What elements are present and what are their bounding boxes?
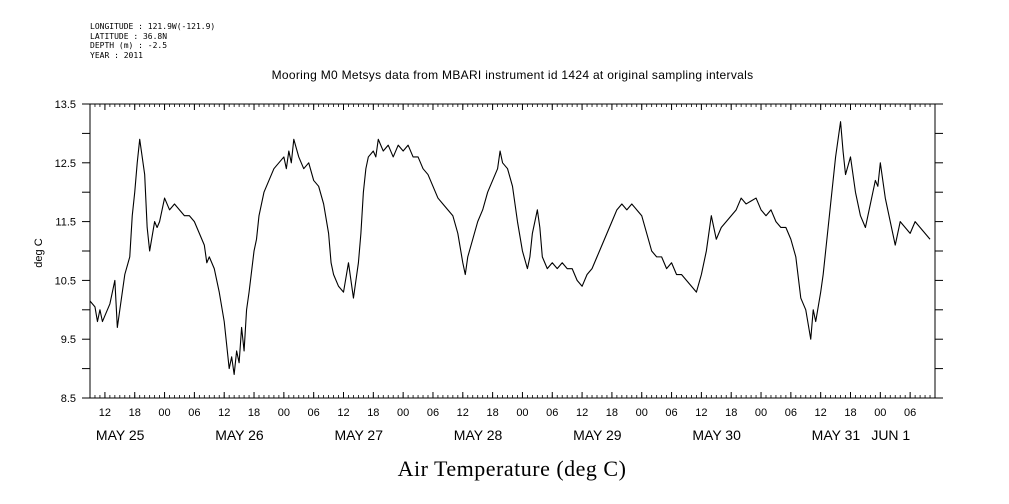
x-tick-label: 18 bbox=[248, 407, 260, 419]
x-tick-label: 00 bbox=[516, 407, 528, 419]
x-tick-label: 18 bbox=[486, 407, 498, 419]
x-tick-label: 12 bbox=[576, 407, 588, 419]
x-tick-label: 12 bbox=[337, 407, 349, 419]
year-text: YEAR : 2011 bbox=[90, 50, 143, 60]
y-tick-label: 9.5 bbox=[61, 334, 76, 346]
x-tick-label: 00 bbox=[278, 407, 290, 419]
y-tick-label: 11.5 bbox=[55, 217, 76, 229]
x-tick-label: 18 bbox=[129, 407, 141, 419]
x-day-label: MAY 27 bbox=[335, 427, 384, 443]
x-day-label: MAY 29 bbox=[573, 427, 622, 443]
x-tick-label: 18 bbox=[606, 407, 618, 419]
x-tick-label: 06 bbox=[665, 407, 677, 419]
x-tick-label: 12 bbox=[457, 407, 469, 419]
x-day-label: MAY 30 bbox=[692, 427, 741, 443]
series-line bbox=[89, 121, 931, 376]
x-day-label: MAY 26 bbox=[215, 427, 264, 443]
x-axis-label: Air Temperature (deg C) bbox=[398, 456, 627, 481]
metadata-header: LONGITUDE : 121.9W(-121.9) LATITUDE : 36… bbox=[90, 22, 215, 60]
y-axis-label: deg C bbox=[33, 238, 45, 267]
chart-title: Mooring M0 Metsys data from MBARI instru… bbox=[271, 68, 754, 82]
x-tick-label: 00 bbox=[158, 407, 170, 419]
x-tick-label: 00 bbox=[874, 407, 886, 419]
x-day-label: MAY 25 bbox=[96, 427, 145, 443]
y-tick-label: 8.5 bbox=[61, 393, 76, 405]
longitude-text: LONGITUDE : 121.9W(-121.9) bbox=[90, 22, 216, 31]
x-tick-label: 06 bbox=[188, 407, 200, 419]
x-tick-label: 18 bbox=[367, 407, 379, 419]
x-tick-label: 12 bbox=[218, 407, 230, 419]
x-tick-label: 00 bbox=[397, 407, 409, 419]
x-tick-label: 06 bbox=[904, 407, 916, 419]
x-tick-label: 06 bbox=[427, 407, 439, 419]
x-tick-label: 18 bbox=[725, 407, 737, 419]
x-day-label: MAY 31 bbox=[812, 427, 861, 443]
latitude-text: LATITUDE : 36.8N bbox=[90, 31, 168, 41]
x-day-label: JUN 1 bbox=[871, 427, 910, 443]
depth-text: DEPTH (m) : -2.5 bbox=[90, 41, 168, 50]
x-tick-label: 00 bbox=[636, 407, 648, 419]
x-day-label: MAY 28 bbox=[454, 427, 503, 443]
plot-frame bbox=[89, 103, 936, 399]
y-tick-label: 12.5 bbox=[55, 158, 76, 170]
x-tick-label: 06 bbox=[785, 407, 797, 419]
x-tick-label: 18 bbox=[844, 407, 856, 419]
x-tick-label: 12 bbox=[695, 407, 707, 419]
y-tick-label: 13.5 bbox=[55, 99, 76, 111]
y-tick-label: 10.5 bbox=[55, 275, 76, 287]
x-tick-label: 12 bbox=[99, 407, 111, 419]
x-tick-label: 12 bbox=[815, 407, 827, 419]
x-tick-label: 00 bbox=[755, 407, 767, 419]
x-tick-label: 06 bbox=[308, 407, 320, 419]
x-tick-label: 06 bbox=[546, 407, 558, 419]
